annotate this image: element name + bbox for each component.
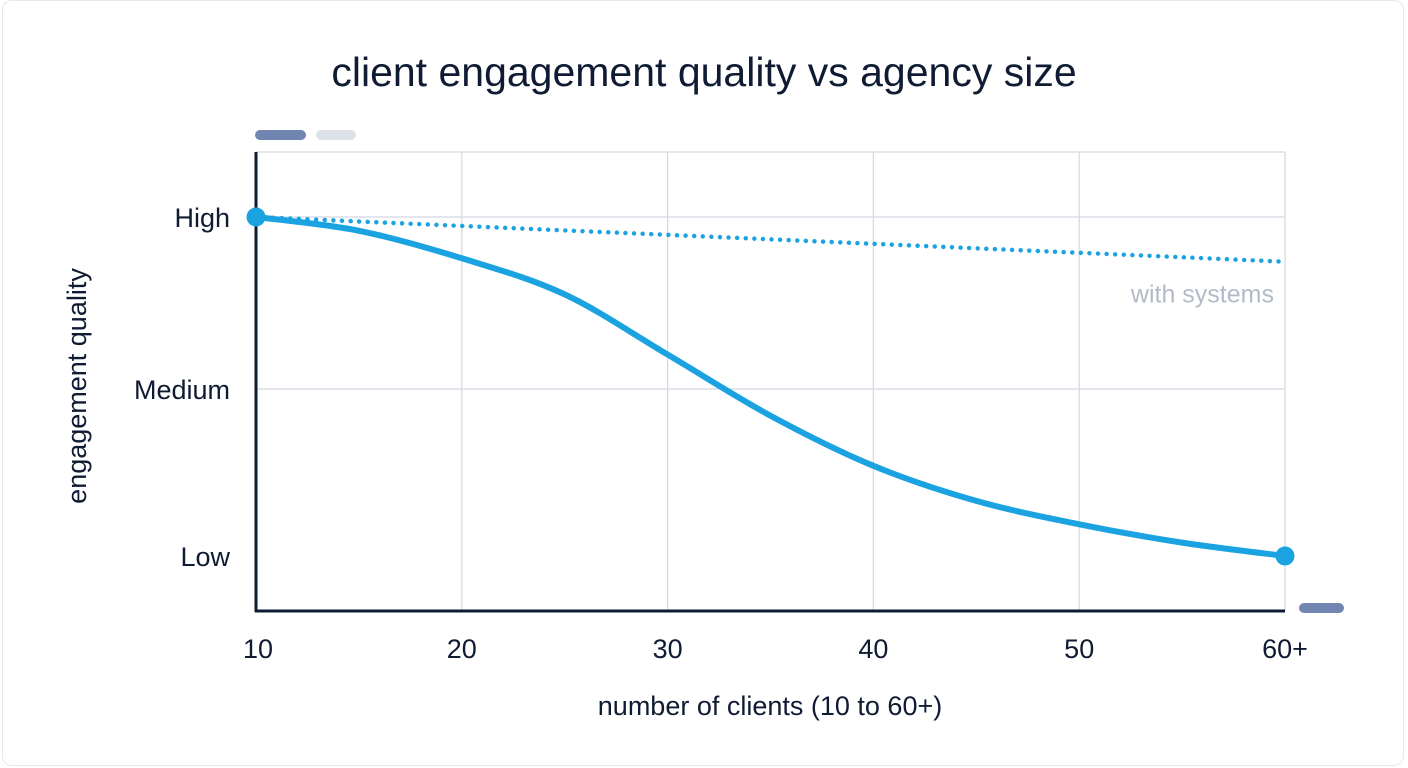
- series-line-without-systems: [253, 214, 1288, 559]
- x-tick-label: 10: [243, 634, 273, 664]
- x-tick-label: 30: [653, 634, 683, 664]
- grid: [256, 151, 1286, 611]
- x-axis-title: number of clients (10 to 60+): [598, 691, 942, 721]
- legend-swatches: [255, 130, 1344, 613]
- start-point-marker: [246, 207, 266, 227]
- chart-title: client engagement quality vs agency size: [331, 49, 1076, 95]
- x-tick-label: 50: [1064, 634, 1094, 664]
- y-tick-label: Low: [180, 542, 230, 572]
- y-tick-label: High: [174, 203, 230, 233]
- legend-swatch: [255, 130, 306, 140]
- legend-swatch: [1299, 603, 1344, 613]
- series-line-with-systems: [253, 214, 1288, 264]
- y-tick-label: Medium: [134, 375, 230, 405]
- end-point-marker: [1275, 546, 1295, 566]
- series-group: [246, 207, 1295, 566]
- x-tick-label: 60+: [1262, 634, 1308, 664]
- y-axis-title: engagement quality: [62, 268, 92, 504]
- with-systems-annotation: with systems: [1130, 281, 1274, 309]
- x-tick-label: 40: [858, 634, 888, 664]
- x-tick-labels: 10 20 30 40 50 60+: [243, 634, 1308, 664]
- y-tick-labels: Low Medium High: [134, 203, 231, 572]
- axes: [254, 152, 1285, 613]
- legend-swatch: [316, 130, 356, 140]
- x-tick-label: 20: [447, 634, 477, 664]
